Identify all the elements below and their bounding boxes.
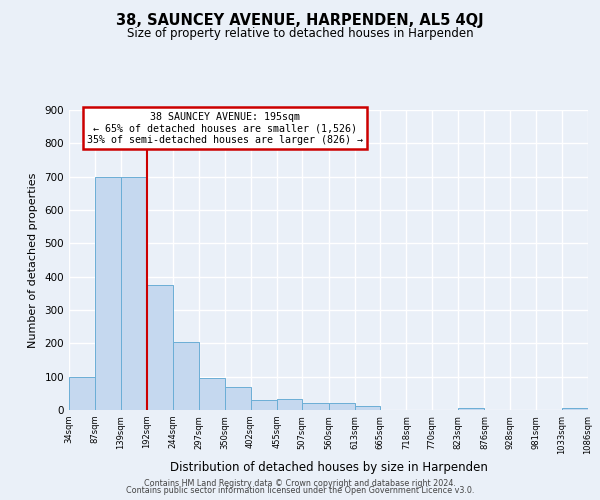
Bar <box>173 342 199 410</box>
Bar <box>69 376 95 410</box>
Bar <box>302 404 329 410</box>
Bar <box>562 408 588 410</box>
Bar <box>121 176 147 410</box>
Text: Size of property relative to detached houses in Harpenden: Size of property relative to detached ho… <box>127 28 473 40</box>
Bar <box>147 285 173 410</box>
Y-axis label: Number of detached properties: Number of detached properties <box>28 172 38 348</box>
Bar <box>329 404 355 410</box>
Bar <box>355 406 380 410</box>
X-axis label: Distribution of detached houses by size in Harpenden: Distribution of detached houses by size … <box>170 461 487 474</box>
Bar <box>251 400 277 410</box>
Text: 38, SAUNCEY AVENUE, HARPENDEN, AL5 4QJ: 38, SAUNCEY AVENUE, HARPENDEN, AL5 4QJ <box>116 12 484 28</box>
Bar <box>277 400 302 410</box>
Bar <box>458 408 484 410</box>
Text: Contains public sector information licensed under the Open Government Licence v3: Contains public sector information licen… <box>126 486 474 495</box>
Bar <box>95 176 121 410</box>
Text: 38 SAUNCEY AVENUE: 195sqm
← 65% of detached houses are smaller (1,526)
35% of se: 38 SAUNCEY AVENUE: 195sqm ← 65% of detac… <box>86 112 362 144</box>
Text: Contains HM Land Registry data © Crown copyright and database right 2024.: Contains HM Land Registry data © Crown c… <box>144 478 456 488</box>
Bar <box>199 378 225 410</box>
Bar <box>225 386 251 410</box>
